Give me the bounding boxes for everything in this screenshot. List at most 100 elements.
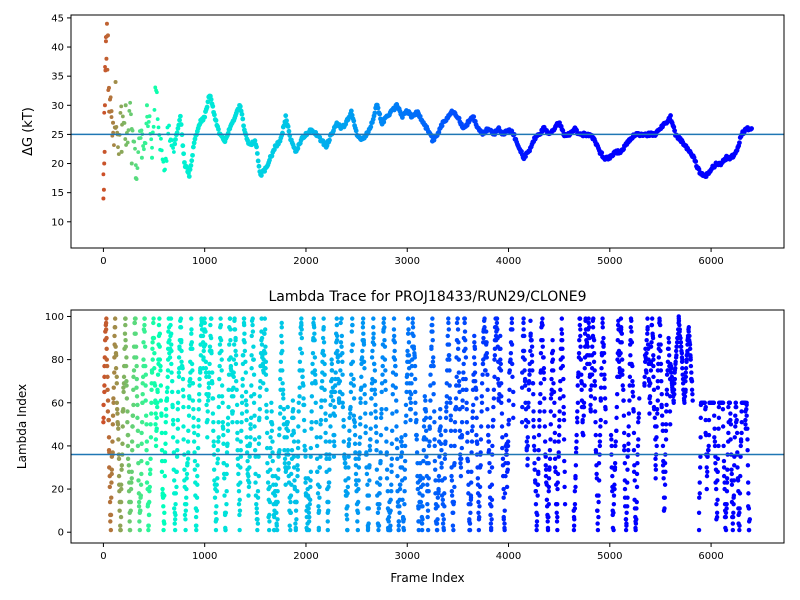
lambda-point — [669, 366, 674, 371]
lambda-point — [252, 413, 257, 418]
lambda-point — [385, 489, 390, 494]
delta-g-y-tick-label: 25 — [51, 130, 64, 141]
lambda-point — [410, 316, 416, 321]
lambda-point — [714, 514, 720, 520]
lambda-point — [162, 473, 168, 479]
lambda-point — [112, 370, 117, 375]
lambda-point — [634, 506, 639, 511]
lambda-point — [721, 458, 727, 464]
delta-g-point — [107, 97, 112, 102]
lambda-point — [124, 378, 129, 384]
lambda-point — [723, 514, 729, 520]
lambda-point — [232, 327, 238, 332]
lambda-point — [442, 504, 447, 509]
lambda-point — [225, 415, 231, 421]
lambda-point — [558, 378, 563, 384]
lambda-point — [292, 478, 297, 483]
lambda-point — [306, 519, 312, 524]
lambda-point — [275, 499, 280, 505]
lambda-point — [363, 400, 368, 405]
lambda-point — [298, 331, 303, 336]
lambda-point — [149, 411, 154, 416]
lambda-point — [377, 491, 382, 496]
lambda-point — [223, 510, 229, 515]
lambda-point — [270, 458, 275, 464]
lambda-point — [276, 467, 281, 472]
lambda-point — [532, 460, 537, 466]
lambda-point — [732, 435, 737, 440]
lambda-point — [526, 378, 532, 384]
lambda-point — [556, 454, 561, 459]
lambda-point — [596, 478, 602, 483]
lambda-point — [190, 368, 195, 373]
lambda-point — [485, 424, 491, 429]
lambda-point — [746, 527, 752, 533]
delta-g-point — [132, 139, 137, 144]
lambda-chart-title: Lambda Trace for PROJ18433/RUN29/CLONE9 — [269, 289, 587, 305]
lambda-point — [156, 322, 162, 328]
lambda-point — [377, 501, 382, 507]
lambda-point — [104, 335, 109, 341]
lambda-point — [395, 456, 400, 462]
lambda-point — [536, 432, 542, 438]
lambda-point — [325, 527, 330, 533]
lambda-point — [536, 448, 541, 453]
lambda-point — [331, 439, 337, 444]
lambda-point — [438, 432, 444, 438]
lambda-point — [540, 322, 545, 328]
lambda-point — [391, 327, 397, 332]
lambda-panel: Lambda Trace for PROJ18433/RUN29/CLONE9 … — [15, 289, 785, 585]
lambda-point — [478, 463, 483, 468]
lambda-point — [668, 394, 673, 399]
lambda-point — [424, 437, 429, 442]
lambda-point — [455, 327, 461, 332]
lambda-point — [340, 359, 345, 364]
lambda-point — [277, 448, 282, 453]
lambda-point — [446, 342, 452, 347]
delta-g-x-ticks: 0 1000 2000 3000 4000 5000 6000 — [100, 248, 724, 267]
lambda-point — [589, 372, 595, 377]
lambda-point — [536, 469, 541, 475]
lambda-point — [143, 398, 148, 403]
lambda-point — [105, 398, 111, 403]
delta-g-point — [696, 166, 702, 172]
lambda-point — [626, 432, 631, 438]
lambda-point — [571, 527, 577, 533]
lambda-point — [704, 465, 709, 470]
lambda-point — [184, 476, 189, 481]
lambda-point — [697, 495, 702, 500]
lambda-point — [586, 316, 591, 321]
lambda-point — [297, 385, 302, 390]
lambda-point — [216, 435, 221, 440]
lambda-point — [154, 415, 159, 421]
lambda-point — [294, 517, 299, 522]
lambda-point — [459, 445, 465, 451]
lambda-point — [520, 404, 525, 410]
lambda-point — [706, 417, 712, 423]
lambda-point — [745, 437, 750, 442]
lambda-point — [586, 325, 592, 330]
lambda-point — [647, 394, 653, 399]
delta-g-y-tick-label: 30 — [51, 101, 64, 112]
lambda-point — [423, 398, 428, 403]
lambda-point — [598, 396, 603, 401]
lambda-point — [686, 325, 692, 330]
lambda-point — [678, 340, 684, 345]
lambda-point — [412, 363, 418, 369]
lambda-point — [633, 527, 638, 533]
lambda-point — [181, 424, 186, 429]
lambda-point — [269, 400, 274, 405]
lambda-point — [118, 523, 123, 528]
lambda-point — [264, 387, 269, 393]
lambda-point — [367, 448, 373, 453]
lambda-point — [657, 333, 663, 339]
lambda-point — [332, 413, 338, 418]
lambda-point — [208, 335, 214, 341]
lambda-point — [390, 391, 395, 397]
lambda-point — [197, 383, 202, 388]
lambda-point — [557, 396, 563, 401]
delta-g-y-axis-label: ΔG (kT) — [21, 107, 36, 156]
lambda-point — [721, 465, 727, 470]
lambda-point — [196, 391, 202, 397]
lambda-point — [578, 327, 583, 332]
